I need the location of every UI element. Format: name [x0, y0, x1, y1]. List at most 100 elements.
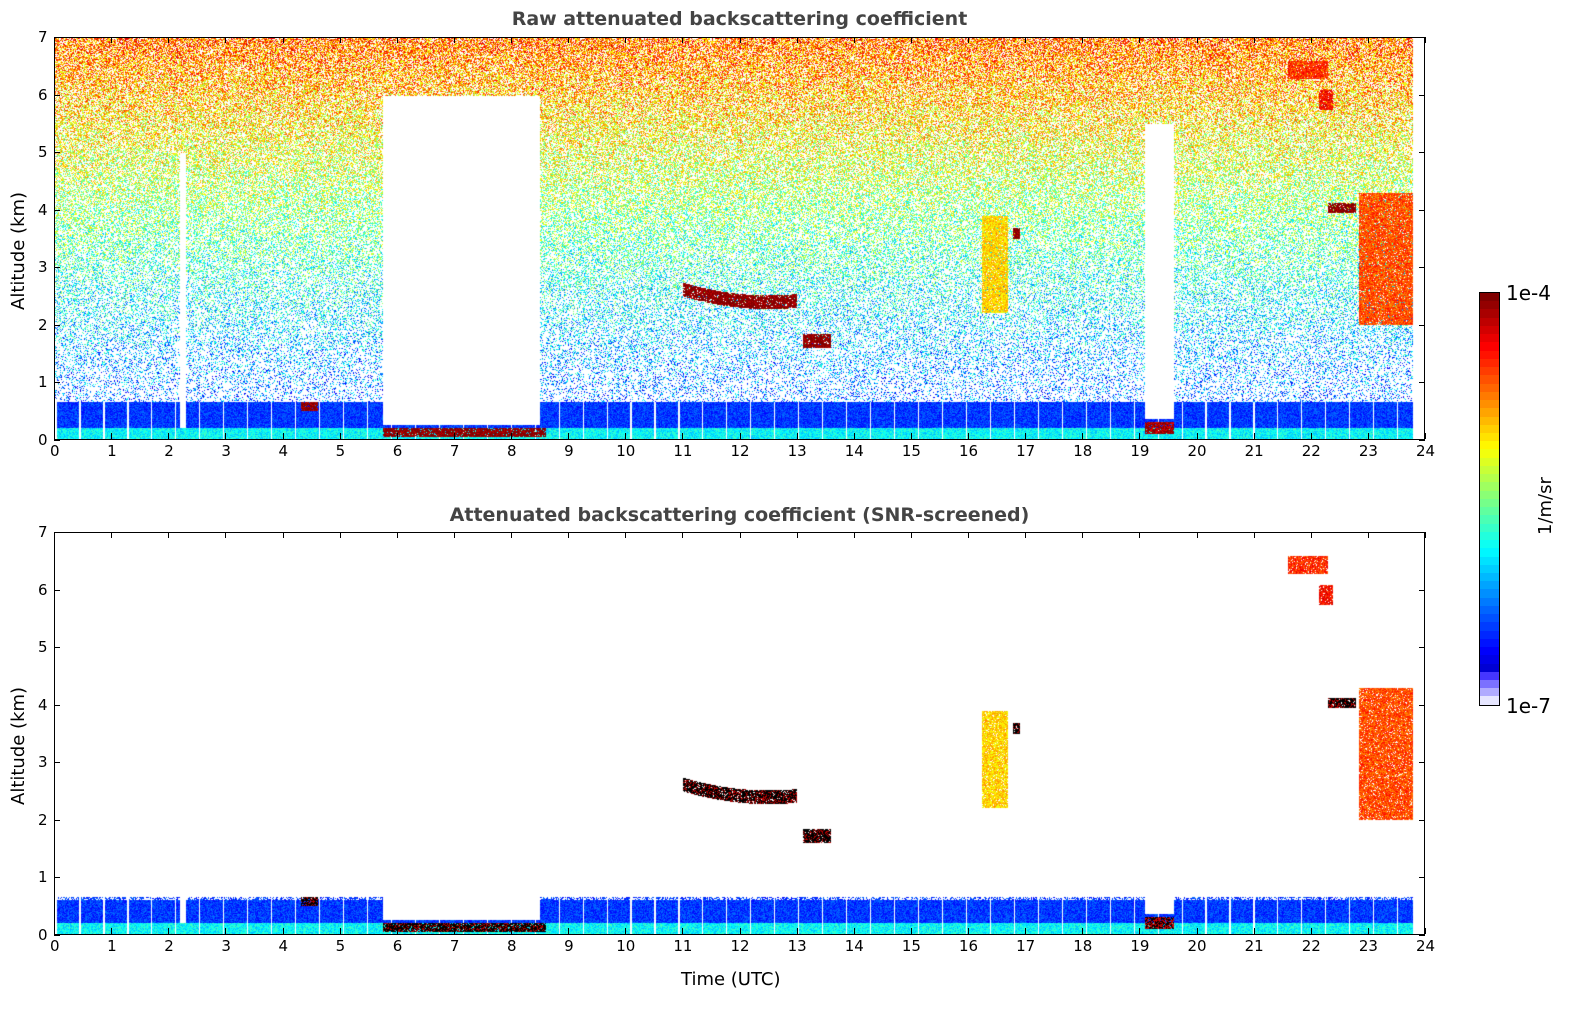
heatmap-image: [55, 38, 1424, 439]
x-tick-mark: [1196, 928, 1198, 934]
colorbar-segment: [1480, 523, 1499, 532]
x-tick-label: 21: [1244, 937, 1264, 955]
x-tick-mark: [910, 37, 912, 43]
x-tick-mark: [1025, 433, 1027, 439]
colorbar-segment: [1480, 465, 1499, 475]
x-tick-label: 24: [1416, 937, 1436, 955]
colorbar-segment: [1480, 655, 1499, 664]
colorbar-segment: [1480, 671, 1499, 681]
y-tick-mark: [1419, 935, 1425, 936]
x-tick-label: 15: [901, 937, 921, 955]
x-tick-mark: [968, 928, 969, 934]
colorbar-segment: [1480, 334, 1499, 343]
colorbar-segment: [1480, 293, 1499, 302]
x-tick-label: 7: [449, 442, 460, 460]
x-tick-label: 5: [335, 442, 346, 460]
x-tick-label: 7: [449, 937, 460, 955]
colorbar-segment: [1480, 301, 1499, 310]
x-tick-mark: [282, 532, 284, 538]
x-tick-mark: [168, 433, 170, 439]
x-tick-mark: [682, 532, 684, 538]
x-tick-mark: [853, 532, 855, 538]
x-tick-mark: [511, 37, 512, 43]
x-tick-mark: [511, 433, 512, 439]
y-tick-mark: [1419, 152, 1425, 154]
x-tick-mark: [1196, 532, 1198, 538]
colorbar-segment: [1480, 391, 1499, 401]
y-tick-mark: [1419, 819, 1425, 821]
x-tick-mark: [739, 433, 741, 439]
x-tick-mark: [225, 37, 227, 43]
x-tick-label: 0: [50, 442, 60, 460]
colorbar-segment: [1480, 367, 1499, 376]
x-tick-mark: [910, 928, 912, 934]
x-tick-mark: [453, 928, 455, 934]
x-tick-mark: [739, 928, 741, 934]
colorbar-segment: [1480, 688, 1499, 697]
colorbar-segment: [1480, 325, 1499, 335]
y-tick-mark: [1419, 589, 1425, 591]
colorbar-segment: [1480, 383, 1499, 392]
x-tick-mark: [1082, 433, 1084, 439]
x-tick-mark: [1082, 532, 1084, 538]
x-tick-mark: [54, 433, 55, 439]
colorbar-segment: [1480, 647, 1499, 656]
x-tick-label: 22: [1301, 442, 1321, 460]
colorbar-segment: [1480, 663, 1499, 672]
x-tick-mark: [796, 433, 798, 439]
x-tick-label: 1: [107, 937, 117, 955]
x-tick-label: 12: [730, 442, 750, 460]
x-tick-label: 4: [278, 937, 289, 955]
colorbar-segment: [1480, 638, 1499, 648]
x-tick-mark: [1082, 37, 1084, 43]
x-tick-mark: [1367, 532, 1369, 538]
colorbar-segment: [1480, 507, 1499, 516]
x-tick-mark: [1310, 532, 1312, 538]
x-tick-mark: [168, 37, 170, 43]
colorbar-segment: [1480, 342, 1499, 351]
colorbar-segment: [1480, 317, 1499, 326]
x-tick-mark: [1253, 37, 1255, 43]
colorbar-segment: [1480, 531, 1499, 541]
x-tick-label: 17: [1016, 937, 1036, 955]
x-tick-mark: [968, 532, 969, 538]
x-tick-mark: [339, 532, 341, 538]
colorbar-segment: [1480, 441, 1499, 450]
x-tick-label: 21: [1244, 442, 1264, 460]
x-tick-mark: [282, 37, 284, 43]
x-tick-label: 17: [1016, 442, 1036, 460]
x-tick-label: 23: [1358, 937, 1378, 955]
y-tick-mark: [1419, 382, 1425, 384]
x-tick-label: 19: [1130, 442, 1150, 460]
y-tick-mark: [54, 877, 60, 879]
colorbar-segment: [1480, 375, 1499, 384]
x-tick-mark: [282, 928, 284, 934]
x-tick-mark: [682, 433, 684, 439]
x-tick-label: 20: [1187, 937, 1207, 955]
colorbar-segment: [1480, 449, 1499, 458]
top-y-axis-label: Altitude (km): [8, 191, 29, 310]
x-tick-mark: [111, 433, 113, 439]
x-tick-label: 23: [1358, 442, 1378, 460]
x-tick-mark: [396, 433, 398, 439]
x-tick-mark: [396, 928, 398, 934]
x-tick-mark: [111, 532, 113, 538]
x-tick-mark: [796, 928, 798, 934]
x-tick-mark: [910, 532, 912, 538]
x-tick-mark: [453, 532, 455, 538]
y-tick-label: 2: [38, 315, 48, 334]
x-tick-mark: [625, 433, 627, 439]
y-tick-label: 1: [38, 868, 48, 887]
colorbar-segment: [1480, 540, 1499, 549]
x-tick-label: 8: [507, 937, 517, 955]
colorbar-segment: [1480, 564, 1499, 573]
x-tick-label: 10: [616, 442, 636, 460]
y-tick-mark: [54, 647, 60, 649]
x-tick-mark: [111, 37, 113, 43]
x-tick-label: 9: [564, 937, 574, 955]
x-tick-mark: [682, 928, 684, 934]
bottom-plot-title: Attenuated backscattering coefficient (S…: [449, 504, 1030, 526]
x-tick-label: 16: [959, 937, 979, 955]
x-tick-label: 19: [1130, 937, 1150, 955]
y-tick-mark: [1419, 762, 1425, 764]
